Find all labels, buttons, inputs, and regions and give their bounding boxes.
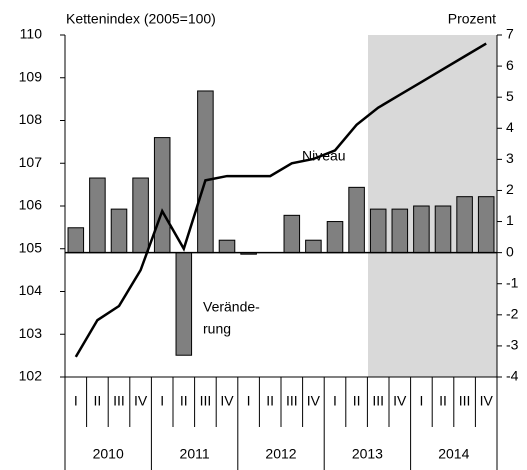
- x-tick-label: III: [459, 393, 471, 409]
- x-tick-label: I: [419, 393, 423, 409]
- bar: [348, 186, 365, 254]
- y-tick-label: 102: [19, 368, 43, 384]
- bar: [413, 205, 430, 254]
- y2-tick-label: -4: [506, 368, 519, 384]
- y2-tick-label: 0: [506, 243, 514, 259]
- x-tick-label: I: [74, 393, 78, 409]
- bar: [283, 214, 301, 254]
- y2-tick-label: 1: [506, 212, 514, 228]
- y2-tick-label: 5: [506, 88, 514, 104]
- bar: [67, 227, 85, 254]
- x-group-label: 2010: [93, 446, 124, 462]
- x-group-label: 2012: [265, 446, 296, 462]
- x-tick-label: III: [200, 393, 212, 409]
- x-tick-label: II: [439, 393, 447, 409]
- bar: [456, 196, 473, 254]
- bar: [326, 221, 344, 254]
- x-group-label: 2013: [352, 446, 383, 462]
- y-tick-label: 107: [19, 154, 43, 170]
- x-tick-label: I: [247, 393, 251, 409]
- x-tick-label: III: [286, 393, 298, 409]
- bar: [218, 239, 236, 254]
- y-tick-label: 103: [19, 325, 43, 341]
- bar: [391, 208, 409, 254]
- y2-tick-label: -2: [506, 306, 519, 322]
- x-tick-label: II: [180, 393, 188, 409]
- x-tick-label: II: [353, 393, 361, 409]
- bar: [89, 177, 106, 254]
- bar: [305, 239, 322, 254]
- y-tick-label: 104: [19, 282, 43, 298]
- y2-tick-label: -1: [506, 274, 519, 290]
- bar: [369, 208, 387, 254]
- y2-tick-label: 7: [506, 26, 514, 42]
- y-tick-label: 106: [19, 197, 43, 213]
- x-tick-label: III: [113, 393, 125, 409]
- bar: [197, 90, 214, 254]
- bar: [175, 252, 193, 356]
- bar: [153, 137, 171, 254]
- y-tick-label: 108: [19, 111, 43, 127]
- y2-tick-label: 6: [506, 57, 514, 73]
- x-tick-label: IV: [307, 393, 321, 409]
- x-tick-label: II: [266, 393, 274, 409]
- bar: [434, 205, 452, 254]
- x-group-label: 2011: [180, 446, 210, 462]
- y-axis-label: Kettenindex (2005=100): [66, 11, 216, 27]
- x-tick-label: IV: [393, 393, 407, 409]
- bar: [477, 196, 495, 254]
- x-tick-label: IV: [220, 393, 234, 409]
- bar-annotation: rung: [203, 321, 231, 337]
- x-tick-label: I: [333, 393, 337, 409]
- y2-tick-label: 2: [506, 181, 514, 197]
- bar: [132, 177, 149, 254]
- y-tick-label: 110: [20, 26, 43, 42]
- forecast-shade: [368, 35, 497, 377]
- x-tick-label: III: [372, 393, 384, 409]
- y2-tick-label: 3: [506, 150, 514, 166]
- y2-tick-label: 4: [506, 119, 514, 135]
- x-tick-label: I: [160, 393, 164, 409]
- x-tick-label: II: [94, 393, 102, 409]
- bar-annotation: Verände-: [203, 299, 260, 315]
- y2-tick-label: -3: [506, 337, 519, 353]
- x-tick-label: IV: [134, 393, 148, 409]
- x-tick-label: IV: [480, 393, 494, 409]
- line: [74, 42, 487, 358]
- bar: [110, 208, 128, 254]
- y2-axis-label: Prozent: [448, 11, 496, 27]
- y-tick-label: 105: [19, 239, 43, 255]
- x-group-label: 2014: [438, 446, 469, 462]
- y-tick-label: 109: [19, 68, 43, 84]
